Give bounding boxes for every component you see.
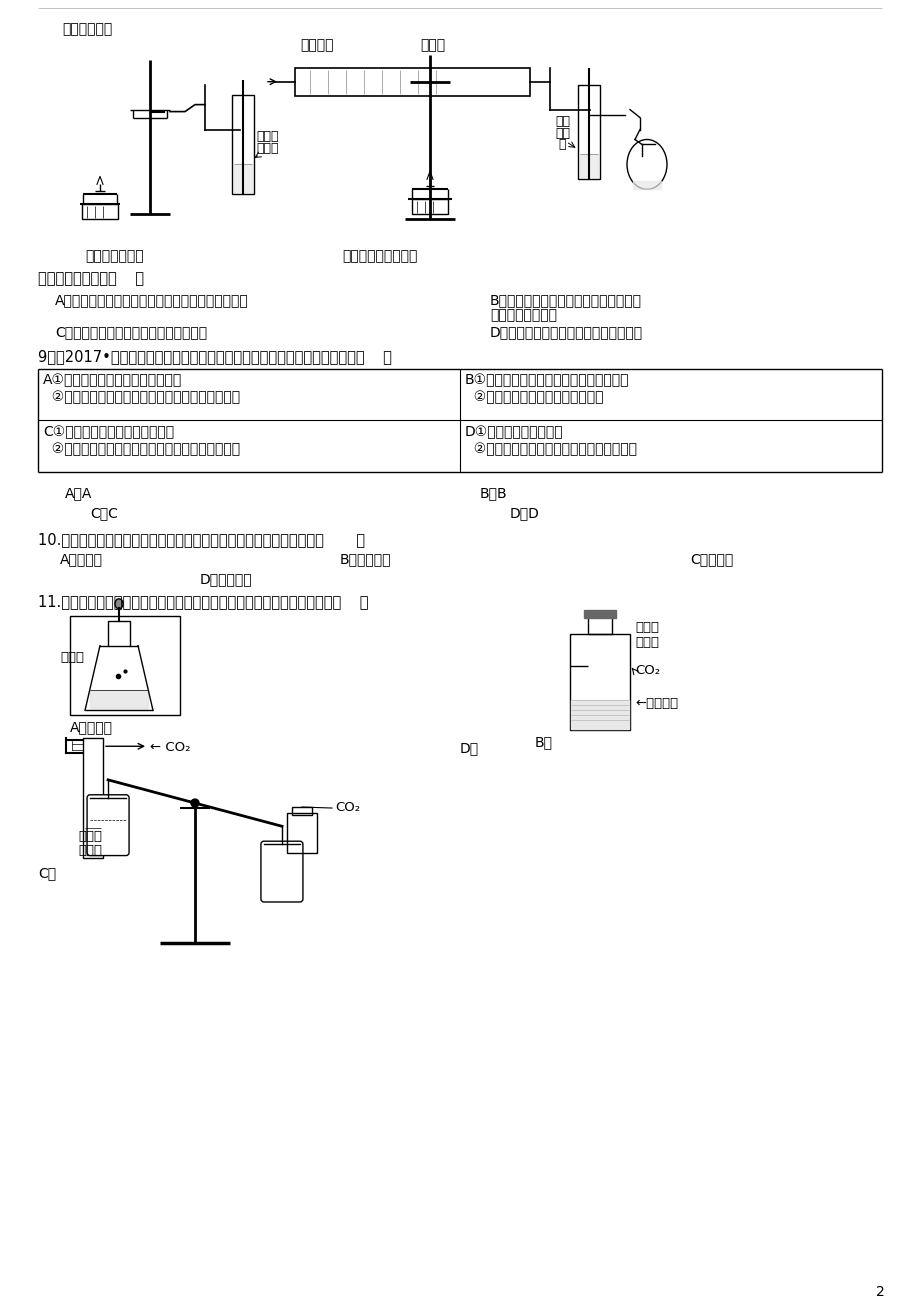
Bar (291, 807, 312, 815)
Bar (570, 634, 630, 730)
Text: 木炭和氧化铜: 木炭和氧化铜 (62, 22, 112, 36)
Text: 石灰水: 石灰水 (255, 142, 278, 155)
Bar (108, 621, 130, 646)
Text: 10.在《二氧化碳的制取》实验中，发生装置需要的玻璃仪器中不包括（       ）: 10.在《二氧化碳的制取》实验中，发生装置需要的玻璃仪器中不包括（ ） (38, 533, 365, 547)
Text: CO₂: CO₂ (634, 664, 660, 677)
Text: CO₂: CO₂ (335, 801, 359, 814)
FancyBboxPatch shape (261, 841, 302, 902)
Text: B．两个实验的相关反应中，只有碳元素: B．两个实验的相关反应中，只有碳元素 (490, 293, 641, 307)
Text: ←清石灰水: ←清石灰水 (634, 698, 677, 711)
Text: 澄清的: 澄清的 (255, 129, 278, 142)
Bar (70, 616, 180, 715)
Text: ②喝汽水后打嗝，是因为温度越高气体溶解度越小: ②喝汽水后打嗝，是因为温度越高气体溶解度越小 (43, 391, 240, 405)
Text: A．木炭、一氧化碳与氧化铜的反应都属于置换反应: A．木炭、一氧化碳与氧化铜的反应都属于置换反应 (55, 293, 248, 307)
Text: A①煤炉上放一壶水能防止煤气中毒: A①煤炉上放一壶水能防止煤气中毒 (43, 374, 182, 388)
Text: ②缺锌会引起食欲不振，发育不良: ②缺锌会引起食欲不振，发育不良 (464, 391, 603, 405)
Text: 木炭还原氧化铜: 木炭还原氧化铜 (85, 249, 144, 263)
Bar (82, 204, 118, 219)
Text: D．两个实验的操作中都要防止液体倒吸: D．两个实验的操作中都要防止液体倒吸 (490, 324, 642, 339)
Text: C．: C． (38, 866, 56, 880)
Bar (295, 68, 529, 95)
Text: D①洗涤剂具有乳化作用: D①洗涤剂具有乳化作用 (464, 426, 563, 440)
Text: 的化合价发生改变: 的化合价发生改变 (490, 307, 556, 322)
Text: C①金刚石和石墨中都含有碳元素: C①金刚石和石墨中都含有碳元素 (43, 426, 174, 440)
Text: 下列说法正确的是（    ）: 下列说法正确的是（ ） (38, 271, 144, 286)
Text: ②洗净的碎鸡蛋壳加入食醋，会产生二氧化碳气体: ②洗净的碎鸡蛋壳加入食醋，会产生二氧化碳气体 (43, 443, 240, 457)
Text: B．B: B．B (480, 486, 507, 500)
Text: 塑料瓶: 塑料瓶 (634, 635, 658, 648)
Bar (584, 609, 616, 617)
Text: B①使用铵态氮肥注意不能和碱性物质混合: B①使用铵态氮肥注意不能和碱性物质混合 (464, 374, 629, 388)
FancyBboxPatch shape (87, 794, 129, 855)
Text: 稀盐酸: 稀盐酸 (60, 651, 84, 664)
Text: 一氧化碳还原氧化铜: 一氧化碳还原氧化铜 (342, 249, 417, 263)
Bar (587, 616, 611, 634)
Bar (83, 738, 103, 858)
Text: 11.下列有关验证二氧化碳性质的实验中，不能证明二氧化碳化学性质的是（    ）: 11.下列有关验证二氧化碳性质的实验中，不能证明二氧化碳化学性质的是（ ） (38, 594, 369, 609)
Text: ②自来水厂用活性炭吸附水中的色素和异味: ②自来水厂用活性炭吸附水中的色素和异味 (464, 443, 636, 457)
Text: 氧化铜: 氧化铜 (420, 38, 445, 52)
Text: 石灰: 石灰 (554, 126, 570, 139)
Text: 一氧化碳: 一氧化碳 (300, 38, 333, 52)
Bar (232, 95, 254, 194)
Bar (287, 812, 316, 853)
Text: A．A: A．A (65, 486, 92, 500)
Text: 紫色石: 紫色石 (78, 829, 102, 842)
Text: 9．（2017•齐齐哈尔）下列有关生产生活中的化学知识整理有错误的一组是（    ）: 9．（2017•齐齐哈尔）下列有关生产生活中的化学知识整理有错误的一组是（ ） (38, 349, 391, 363)
Text: D．胶头滴管: D．胶头滴管 (199, 572, 253, 586)
Text: D．D: D．D (509, 506, 539, 519)
Ellipse shape (115, 599, 123, 609)
Text: 蕊试液: 蕊试液 (78, 844, 102, 857)
Text: C．两个实验中都可观察到黑色固体变红: C．两个实验中都可观察到黑色固体变红 (55, 324, 207, 339)
Text: C．C: C．C (90, 506, 118, 519)
Text: 矿泉水: 矿泉水 (634, 621, 658, 634)
Text: A．石灰石: A．石灰石 (70, 720, 113, 734)
Text: C．长导管: C．长导管 (689, 552, 732, 566)
Text: 澄清: 澄清 (554, 115, 570, 128)
Text: 2: 2 (875, 1285, 883, 1299)
Bar (412, 199, 448, 215)
Ellipse shape (191, 799, 199, 807)
Text: B．长颈漏斗: B．长颈漏斗 (340, 552, 391, 566)
Text: ← CO₂: ← CO₂ (150, 741, 190, 754)
Text: A．锥形瓶: A．锥形瓶 (60, 552, 103, 566)
Text: B．: B． (535, 736, 552, 750)
Bar (577, 85, 599, 180)
Text: D．: D． (460, 741, 479, 755)
Text: 水: 水 (558, 138, 565, 151)
